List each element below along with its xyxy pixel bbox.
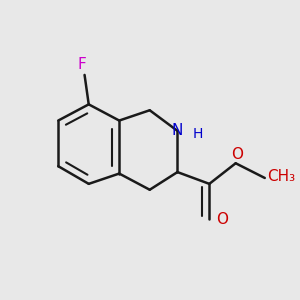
Text: N: N <box>172 123 183 138</box>
Text: CH₃: CH₃ <box>267 169 295 184</box>
Text: O: O <box>231 147 243 162</box>
Text: O: O <box>216 212 228 227</box>
Text: H: H <box>193 127 203 141</box>
Text: F: F <box>77 57 86 72</box>
